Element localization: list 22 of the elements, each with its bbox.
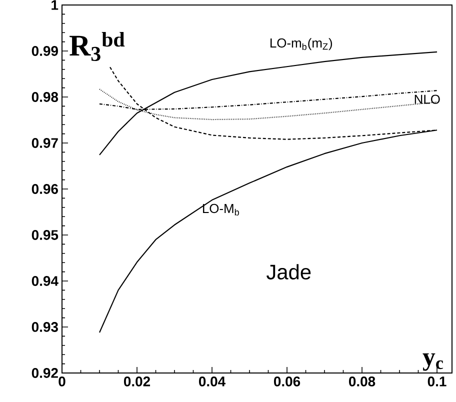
y-tick-label: 0.95: [32, 230, 58, 240]
x-tick-label: 0: [58, 376, 66, 386]
x-tick-label: 0.08: [348, 376, 376, 386]
series-label: NLO: [414, 94, 440, 104]
y-tick-label: 0.93: [32, 322, 58, 332]
x-tick-label: 0.02: [124, 376, 150, 386]
y-tick-label: 0.97: [32, 138, 58, 148]
x-tick-label: 0.06: [274, 376, 300, 386]
y-tick-label: 0.98: [32, 92, 58, 102]
x-tick-label: 0.1: [428, 376, 446, 386]
series-label: LO-M$_{b}$: [203, 204, 239, 216]
y-tick-label: 0.94: [32, 276, 58, 286]
y-tick-label: 0.99: [32, 46, 58, 56]
x-axis-title: y$_{c}$: [422, 353, 444, 371]
y-axis-title: R$_{3}$bd: [70, 32, 125, 61]
y-tick-label: 0.92: [32, 368, 58, 378]
y-tick-label: 0.96: [32, 184, 58, 194]
x-tick-label: 0.04: [198, 376, 226, 386]
annotation: Jade: [266, 264, 311, 280]
line-series: [98, 51, 438, 156]
series-label: LO-m$_{b}$(m$_{Z}$): [270, 38, 332, 50]
y-tick-label: 1: [52, 0, 58, 10]
